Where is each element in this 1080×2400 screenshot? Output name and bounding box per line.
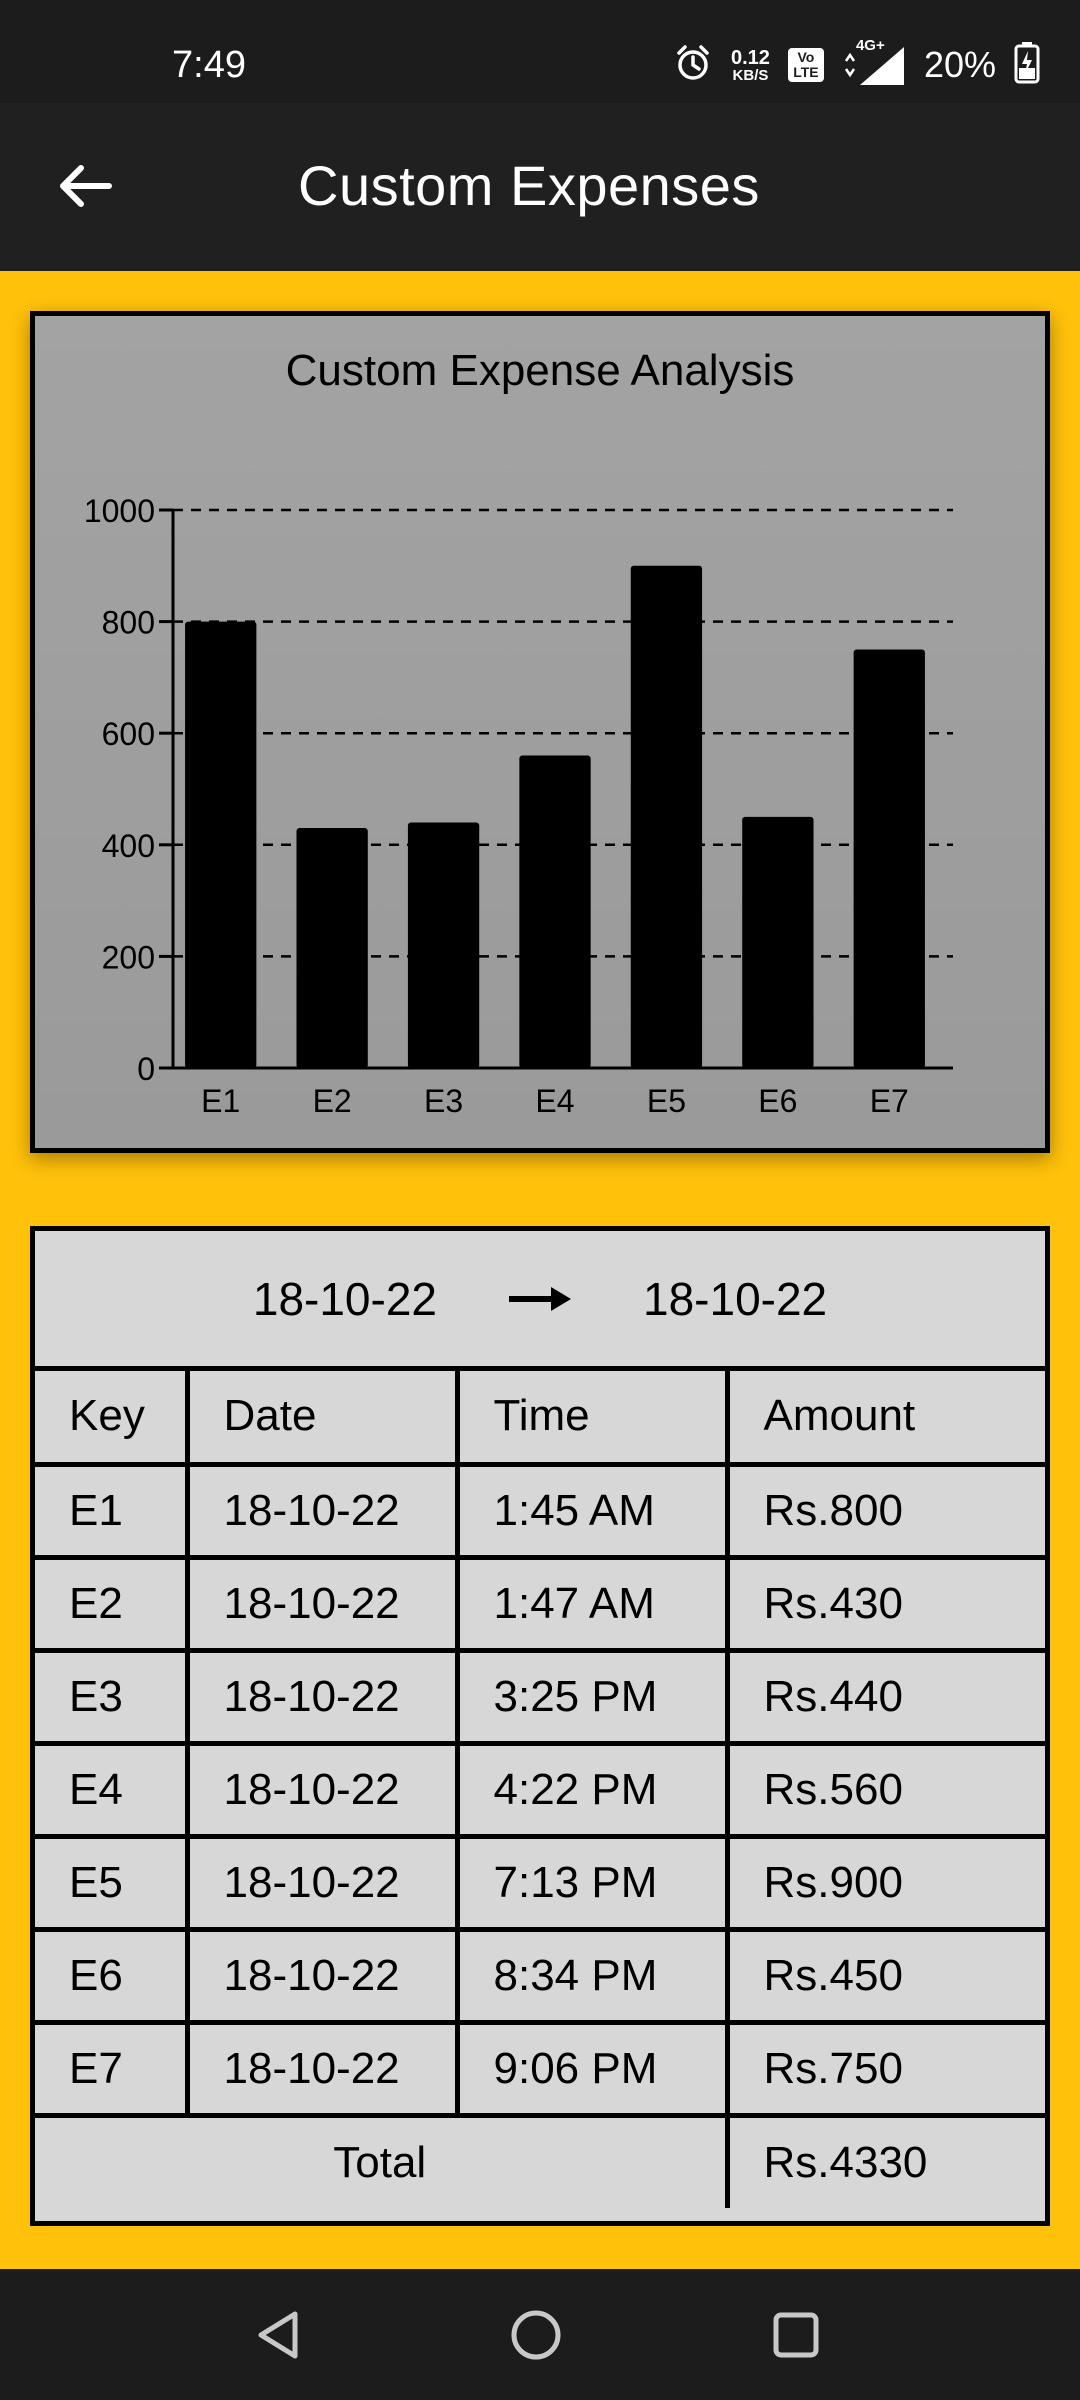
cell-time: 1:45 AM — [454, 1461, 730, 1560]
nav-back-button[interactable] — [242, 2299, 314, 2371]
bar-e5 — [630, 565, 703, 1068]
cell-key: E5 — [35, 1833, 190, 1932]
page-title: Custom Expenses — [298, 154, 760, 217]
range-start-date: 18-10-22 — [252, 1272, 437, 1325]
cell-time: 8:34 PM — [454, 1926, 730, 2025]
y-tick-label: 600 — [102, 716, 155, 752]
battery-percent: 20% — [923, 44, 996, 85]
cell-date: 18-10-22 — [184, 1647, 460, 1746]
cell-key: E4 — [35, 1740, 190, 1839]
network-speed-unit: KB/S — [732, 66, 769, 84]
x-tick-label: E2 — [313, 1083, 352, 1119]
triangle-back-icon — [258, 2311, 298, 2359]
bar-e6 — [742, 816, 814, 1068]
total-amount: Rs.4330 — [724, 2112, 1045, 2208]
cell-key: E7 — [35, 2019, 190, 2118]
bar-chart: 0 200 400 600 800 1000 E1 E2 E3 E4 E5 E6 E7 — [84, 493, 953, 1119]
cell-date: 18-10-22 — [184, 2019, 460, 2118]
cell-key: E6 — [35, 1926, 190, 2025]
arrow-right-icon — [507, 1284, 573, 1314]
alarm-icon — [673, 43, 713, 88]
status-bar: 7:49 0.12 KB/S Vo LTE 4G+ 20% — [0, 0, 1080, 103]
battery-charging-icon — [1014, 41, 1040, 89]
expense-chart-card: Custom Expense Analysis 0 200 400 600 800 100… — [30, 311, 1050, 1153]
status-time: 7:49 — [172, 44, 246, 86]
x-tick-label: E4 — [535, 1083, 574, 1119]
expense-table: Key Date Time Amount E1 18-10-22 1:45 AM… — [35, 1371, 1045, 2208]
bar-e3 — [407, 822, 480, 1068]
table-row: E6 18-10-22 8:34 PM Rs.450 — [35, 1926, 1045, 2025]
y-tick-label: 1000 — [84, 493, 155, 529]
x-tick-label: E7 — [870, 1083, 909, 1119]
cell-date: 18-10-22 — [184, 1833, 460, 1932]
cell-time: 9:06 PM — [454, 2019, 730, 2118]
y-tick-label: 200 — [102, 939, 155, 975]
cell-date: 18-10-22 — [184, 1740, 460, 1839]
bar-e4 — [519, 755, 591, 1068]
network-speed-value: 0.12 — [731, 46, 770, 69]
expense-table-card: 18-10-22 18-10-22 Key Date Time Amount — [30, 1226, 1050, 2226]
cell-time: 7:13 PM — [454, 1833, 730, 1932]
table-row: E1 18-10-22 1:45 AM Rs.800 — [35, 1461, 1045, 1560]
content-area: Custom Expense Analysis 0 200 400 600 800 100… — [0, 271, 1080, 2269]
cell-amount: Rs.900 — [724, 1833, 1045, 1932]
cell-amount: Rs.430 — [724, 1554, 1045, 1653]
volte-line1: Vo — [797, 49, 815, 65]
total-row: Total Rs.4330 — [35, 2112, 1045, 2208]
circle-home-icon — [511, 2310, 561, 2360]
cell-amount: Rs.750 — [724, 2019, 1045, 2118]
network-type: 4G+ — [855, 37, 885, 54]
date-range: 18-10-22 18-10-22 — [35, 1231, 1045, 1371]
x-tick-label: E6 — [758, 1083, 797, 1119]
y-tick-label: 0 — [137, 1051, 155, 1087]
signal-icon: 4G+ — [842, 37, 906, 87]
square-recents-icon — [773, 2312, 819, 2358]
cell-key: E1 — [35, 1461, 190, 1560]
volte-line2: LTE — [793, 64, 819, 80]
table-row: E2 18-10-22 1:47 AM Rs.430 — [35, 1554, 1045, 1653]
table-row: E5 18-10-22 7:13 PM Rs.900 — [35, 1833, 1045, 1932]
cell-date: 18-10-22 — [184, 1461, 460, 1560]
y-tick-label: 800 — [102, 605, 155, 641]
cell-date: 18-10-22 — [184, 1554, 460, 1653]
x-tick-label: E5 — [647, 1083, 686, 1119]
cell-amount: Rs.560 — [724, 1740, 1045, 1839]
table-row: E7 18-10-22 9:06 PM Rs.750 — [35, 2019, 1045, 2118]
status-icons: 0.12 KB/S Vo LTE 4G+ 20% — [673, 37, 1040, 90]
cell-key: E2 — [35, 1554, 190, 1653]
app-bar: Custom Expenses — [0, 103, 1080, 271]
cell-amount: Rs.440 — [724, 1647, 1045, 1746]
cell-date: 18-10-22 — [184, 1926, 460, 2025]
table-row: E4 18-10-22 4:22 PM Rs.560 — [35, 1740, 1045, 1839]
table-header-row: Key Date Time Amount — [35, 1371, 1045, 1467]
total-label: Total — [35, 2112, 730, 2208]
cell-time: 4:22 PM — [454, 1740, 730, 1839]
navigation-bar — [0, 2269, 1080, 2400]
header-date: Date — [184, 1371, 460, 1467]
range-end-date: 18-10-22 — [643, 1272, 828, 1325]
bar-e2 — [296, 828, 368, 1068]
header-key: Key — [35, 1371, 190, 1467]
header-amount: Amount — [724, 1371, 1045, 1467]
cell-time: 3:25 PM — [454, 1647, 730, 1746]
nav-home-button[interactable] — [500, 2299, 572, 2371]
cell-key: E3 — [35, 1647, 190, 1746]
y-tick-label: 400 — [102, 828, 155, 864]
header-time: Time — [454, 1371, 730, 1467]
cell-amount: Rs.800 — [724, 1461, 1045, 1560]
back-button[interactable] — [52, 153, 118, 219]
cell-time: 1:47 AM — [454, 1554, 730, 1653]
bar-e7 — [853, 649, 925, 1068]
chart-title: Custom Expense Analysis — [285, 346, 795, 395]
arrow-left-icon — [60, 165, 112, 207]
cell-amount: Rs.450 — [724, 1926, 1045, 2025]
volte-icon: Vo LTE — [787, 48, 824, 82]
nav-recents-button[interactable] — [760, 2299, 832, 2371]
bar-e1 — [185, 621, 257, 1068]
table-row: E3 18-10-22 3:25 PM Rs.440 — [35, 1647, 1045, 1746]
network-speed: 0.12 KB/S — [731, 48, 770, 83]
x-tick-label: E1 — [201, 1083, 240, 1119]
x-tick-label: E3 — [424, 1083, 463, 1119]
